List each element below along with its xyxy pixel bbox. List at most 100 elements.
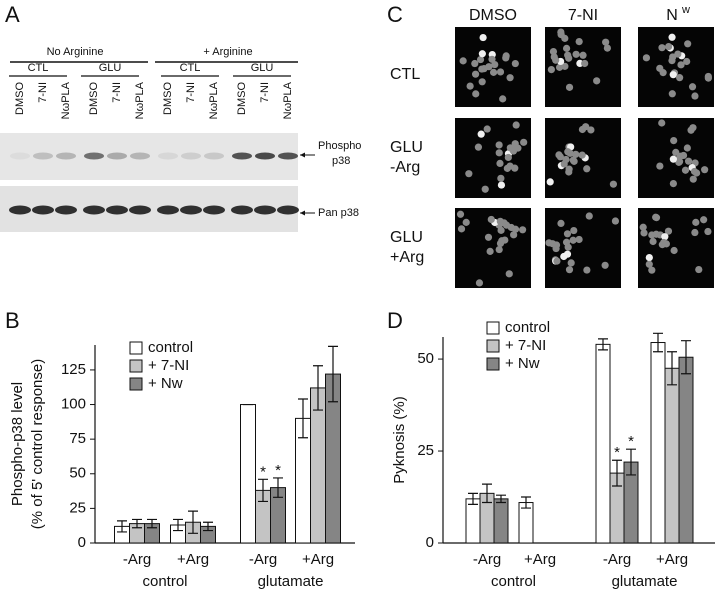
error-bar <box>468 492 478 505</box>
error-bar <box>188 510 198 534</box>
cell <box>499 95 507 103</box>
cell <box>683 144 691 152</box>
cell <box>564 243 572 251</box>
cell <box>668 90 676 98</box>
band <box>254 205 276 215</box>
bar <box>493 498 509 544</box>
legend-label: + 7-NI <box>505 337 546 354</box>
band <box>33 152 53 160</box>
annotation: * <box>614 444 620 461</box>
error-bar <box>667 351 677 386</box>
cell <box>670 136 678 145</box>
cell <box>520 138 528 146</box>
panel-label: D <box>387 308 403 333</box>
cell <box>701 166 709 174</box>
cell <box>578 151 586 159</box>
cell <box>676 74 684 82</box>
cell <box>498 237 506 245</box>
error-bar <box>258 478 268 503</box>
cell <box>704 74 712 82</box>
annotation: * <box>628 433 634 450</box>
cell <box>477 130 485 138</box>
cell <box>497 226 505 234</box>
cell <box>609 180 618 188</box>
cell <box>581 59 589 68</box>
legend-swatch <box>129 359 143 373</box>
legend-label: control <box>505 319 550 336</box>
panel-label: C <box>387 2 403 27</box>
cell <box>689 175 697 183</box>
cell <box>572 50 580 58</box>
cell <box>652 213 660 221</box>
cell <box>583 165 591 173</box>
x-tick-label: -Arg <box>473 551 501 568</box>
x-tick-label: +Arg <box>177 551 209 568</box>
cell <box>642 54 651 62</box>
band <box>10 152 30 160</box>
x-tick-label: -Arg <box>249 551 277 568</box>
cell <box>474 143 483 151</box>
legend-swatch <box>486 339 500 353</box>
cell <box>495 149 503 157</box>
lane-label: 7-NI <box>111 82 123 103</box>
cell <box>557 28 565 36</box>
cell <box>648 231 656 239</box>
cell <box>466 82 474 90</box>
y-tick-label: 25 <box>69 499 86 516</box>
cell <box>457 225 466 233</box>
bar <box>664 367 680 544</box>
cell <box>579 51 587 59</box>
cell <box>669 179 677 188</box>
cell <box>511 59 519 68</box>
legend-label: + Nw <box>505 355 540 372</box>
cell <box>548 240 557 248</box>
x-tick-label: +Arg <box>656 551 688 568</box>
band <box>55 205 77 215</box>
band <box>129 205 151 215</box>
lane-label: 7-NI <box>37 82 49 103</box>
cell <box>506 144 514 152</box>
band <box>84 152 104 160</box>
cell <box>700 216 708 224</box>
bar <box>465 498 481 544</box>
group-label: CTL <box>28 62 49 74</box>
cell <box>504 153 512 162</box>
cell <box>495 141 503 149</box>
cell <box>681 166 690 174</box>
cell <box>704 227 712 236</box>
error-bar <box>598 338 608 351</box>
cell <box>564 51 572 59</box>
x-tick-label: +Arg <box>302 551 334 568</box>
cell <box>476 55 485 64</box>
error-bar <box>612 459 622 487</box>
panel-label: A <box>5 2 20 27</box>
cell <box>601 261 609 269</box>
group-label: GLU <box>251 62 274 74</box>
cell <box>602 38 610 46</box>
cell <box>661 233 669 241</box>
cell <box>587 126 595 134</box>
legend-swatch <box>486 357 500 371</box>
bar <box>678 356 694 544</box>
y-tick-label: 50 <box>417 350 434 367</box>
error-bar <box>298 398 308 439</box>
band <box>158 152 178 160</box>
cell <box>556 153 564 161</box>
cell <box>664 227 673 235</box>
cell <box>495 245 503 254</box>
band <box>9 205 31 215</box>
cell <box>659 69 667 77</box>
legend-label: + Nw <box>148 375 183 392</box>
error-bar <box>173 518 183 532</box>
cell <box>489 68 498 76</box>
row-label: GLU <box>390 229 423 246</box>
band <box>181 152 201 160</box>
condition-label: No Arginine <box>47 46 104 58</box>
superscript: w <box>681 4 690 16</box>
error-bar <box>653 332 663 353</box>
cell <box>506 74 514 82</box>
cell <box>546 178 554 186</box>
cell <box>569 156 577 164</box>
column-label: DMSO <box>469 7 517 24</box>
cell <box>691 228 699 237</box>
